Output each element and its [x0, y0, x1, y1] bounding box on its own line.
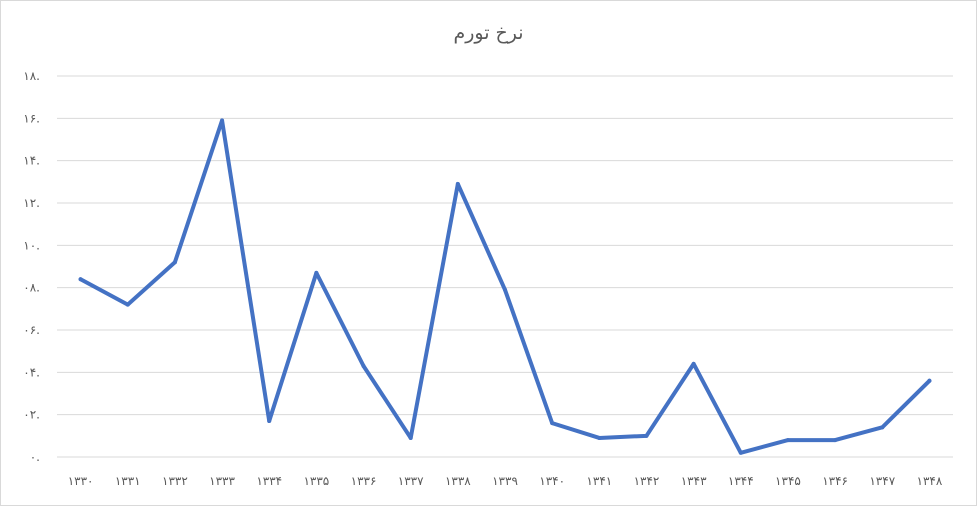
y-tick-label: ۰.	[30, 450, 40, 464]
y-axis-ticks: ۰. ۰۲. ۰۴. ۰۶. ۰۸. ۱۰. ۱۲. ۱۴. ۱۶. ۱۸.	[23, 69, 40, 464]
y-tick-label: ۰۴.	[23, 365, 40, 379]
x-tick-label: ۱۳۳۲	[162, 474, 188, 488]
data-point	[738, 450, 743, 455]
data-point	[785, 438, 790, 443]
x-tick-label: ۱۳۳۵	[303, 474, 329, 488]
y-tick-label: ۰۶.	[23, 323, 40, 337]
x-tick-label: ۱۳۴۴	[728, 474, 754, 488]
data-point	[361, 363, 366, 368]
y-tick-label: ۰۲.	[23, 408, 40, 422]
x-tick-label: ۱۳۳۳	[209, 474, 235, 488]
data-point	[125, 302, 130, 307]
series-line	[78, 118, 932, 455]
y-tick-label: ۱۴.	[23, 154, 40, 168]
data-point	[833, 438, 838, 443]
x-tick-label: ۱۳۴۷	[869, 474, 895, 488]
x-tick-label: ۱۳۳۷	[398, 474, 424, 488]
x-tick-label: ۱۳۳۸	[445, 474, 471, 488]
x-tick-label: ۱۳۴۰	[539, 474, 565, 488]
x-tick-label: ۱۳۳۹	[492, 474, 518, 488]
y-tick-label: ۰۸.	[23, 281, 40, 295]
x-tick-label: ۱۳۴۱	[586, 474, 612, 488]
data-point	[455, 181, 460, 186]
data-point	[220, 118, 225, 123]
x-tick-label: ۱۳۴۵	[775, 474, 801, 488]
data-point	[597, 435, 602, 440]
y-tick-label: ۱۸.	[23, 69, 40, 83]
data-point	[880, 425, 885, 430]
data-point	[78, 277, 83, 282]
data-point	[314, 270, 319, 275]
x-tick-label: ۱۳۴۶	[822, 474, 848, 488]
chart-title: نرخ تورم	[453, 22, 524, 44]
data-point	[267, 419, 272, 424]
series-group	[78, 118, 932, 455]
x-tick-label: ۱۳۴۲	[634, 474, 660, 488]
x-tick-label: ۱۳۳۰	[68, 474, 94, 488]
y-tick-label: ۱۰.	[23, 238, 40, 252]
x-tick-label: ۱۳۴۸	[917, 474, 943, 488]
x-axis-ticks: ۱۳۳۰ ۱۳۳۱ ۱۳۳۲ ۱۳۳۳ ۱۳۳۴ ۱۳۳۵ ۱۳۳۶ ۱۳۳۷ ۱۳۳۸ ۱۳۳۹…	[68, 474, 943, 488]
x-tick-label: ۱۳۴۳	[681, 474, 707, 488]
x-tick-label: ۱۳۳۱	[115, 474, 141, 488]
x-tick-label: ۱۳۳۶	[351, 474, 377, 488]
gridlines	[57, 75, 953, 458]
data-point	[691, 361, 696, 366]
y-tick-label: ۱۲.	[23, 196, 40, 210]
y-tick-label: ۱۶.	[23, 111, 40, 125]
data-point	[503, 287, 507, 292]
data-point	[550, 421, 555, 426]
x-tick-label: ۱۳۳۴	[256, 474, 282, 488]
data-point	[408, 435, 413, 440]
data-point	[927, 378, 932, 383]
data-point	[172, 260, 177, 265]
data-point	[644, 433, 649, 438]
